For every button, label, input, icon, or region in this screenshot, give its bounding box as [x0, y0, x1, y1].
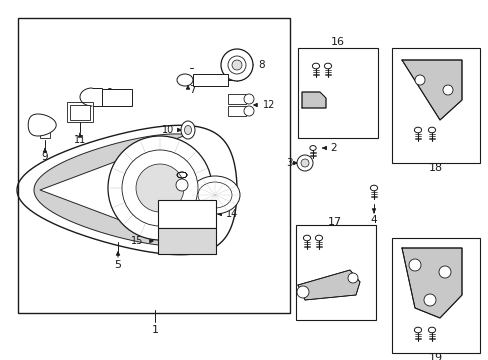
Bar: [67, 102, 93, 122]
Circle shape: [442, 85, 452, 95]
Bar: [40, 130, 50, 138]
Circle shape: [227, 56, 245, 74]
Bar: [158, 228, 216, 254]
Bar: [102, 89, 132, 106]
Circle shape: [347, 273, 357, 283]
Circle shape: [438, 266, 450, 278]
Bar: [193, 74, 227, 86]
Text: 14: 14: [225, 209, 238, 219]
Circle shape: [231, 60, 242, 70]
Circle shape: [301, 159, 308, 167]
Text: 19: 19: [428, 353, 442, 360]
Ellipse shape: [427, 127, 435, 133]
Polygon shape: [34, 134, 187, 246]
Bar: [227, 106, 245, 116]
Ellipse shape: [324, 63, 331, 69]
Text: 3: 3: [286, 158, 292, 168]
Ellipse shape: [244, 94, 253, 104]
Text: 1: 1: [151, 325, 158, 335]
Ellipse shape: [427, 327, 435, 333]
Circle shape: [414, 75, 424, 85]
Text: 12: 12: [263, 100, 275, 110]
Bar: [18, 18, 289, 313]
Bar: [391, 238, 479, 353]
Bar: [70, 105, 90, 120]
Text: 10: 10: [162, 125, 174, 135]
Polygon shape: [297, 270, 359, 300]
Ellipse shape: [413, 327, 421, 333]
Text: 6: 6: [105, 88, 112, 98]
Ellipse shape: [184, 126, 191, 135]
Polygon shape: [302, 92, 325, 108]
Circle shape: [296, 155, 312, 171]
Polygon shape: [401, 60, 461, 120]
Ellipse shape: [244, 106, 253, 116]
Text: 15: 15: [130, 236, 142, 246]
Ellipse shape: [181, 121, 195, 139]
Text: 8: 8: [258, 60, 264, 70]
Circle shape: [108, 136, 212, 240]
Bar: [391, 48, 479, 163]
Text: 7: 7: [188, 85, 195, 95]
Bar: [295, 225, 375, 320]
Circle shape: [296, 286, 308, 298]
Text: 11: 11: [74, 135, 86, 145]
Bar: [158, 200, 216, 228]
Circle shape: [221, 49, 252, 81]
Ellipse shape: [303, 235, 310, 241]
Circle shape: [136, 164, 183, 212]
Text: 13: 13: [160, 178, 172, 188]
Text: 17: 17: [327, 217, 342, 227]
Bar: [227, 94, 245, 104]
Text: 16: 16: [330, 37, 345, 47]
Text: 5: 5: [114, 260, 121, 270]
Bar: [297, 48, 377, 138]
Ellipse shape: [369, 185, 377, 191]
Polygon shape: [28, 114, 56, 136]
Circle shape: [122, 150, 198, 226]
Circle shape: [176, 179, 187, 191]
Ellipse shape: [413, 127, 421, 133]
Circle shape: [423, 294, 435, 306]
Ellipse shape: [198, 182, 231, 208]
Ellipse shape: [190, 176, 240, 214]
Text: 9: 9: [41, 152, 48, 162]
Ellipse shape: [177, 74, 193, 86]
Ellipse shape: [312, 63, 319, 69]
Text: 2: 2: [329, 143, 336, 153]
Polygon shape: [401, 248, 461, 318]
Ellipse shape: [315, 235, 322, 241]
Text: 18: 18: [428, 163, 442, 173]
Circle shape: [408, 259, 420, 271]
Text: 4: 4: [370, 215, 377, 225]
Ellipse shape: [309, 145, 316, 150]
